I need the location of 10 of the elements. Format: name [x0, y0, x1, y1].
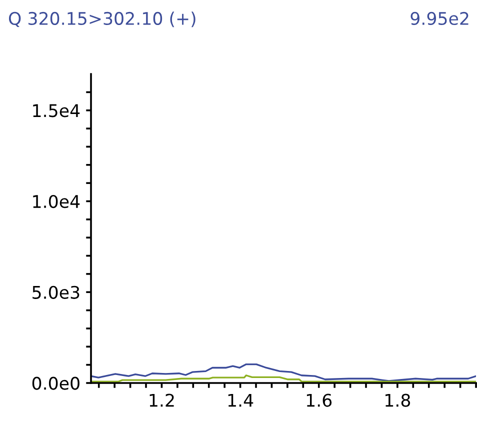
x-tick-label: 1.6	[306, 394, 332, 407]
y-tick-label: 5.0e3	[32, 286, 80, 299]
y-tick-label: 1.5e4	[33, 104, 80, 118]
y-tick-label: 0.0e0	[32, 376, 80, 390]
x-tick-label: 1.8	[386, 394, 410, 407]
x-tick-label: 1.4	[228, 394, 254, 407]
y-tick-label: 1.0e4	[33, 194, 80, 208]
x-tick-label: 1.2	[150, 394, 174, 407]
chart-subtitle: 9.95e2	[410, 12, 468, 26]
chart-title: Q 320.15>302.10 (+)	[8, 12, 196, 28]
